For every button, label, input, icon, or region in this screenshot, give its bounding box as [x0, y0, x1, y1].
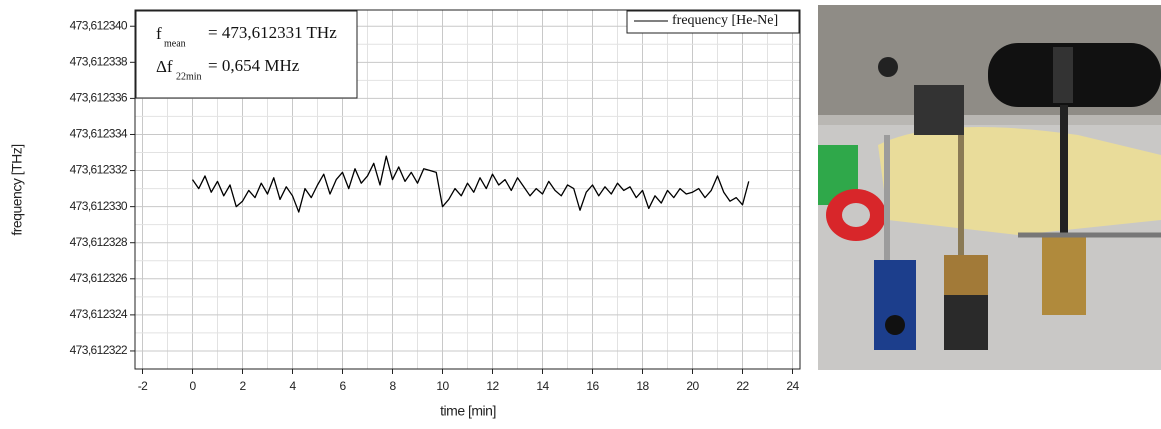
x-tick-label: 16 — [586, 379, 599, 393]
x-tick-label: 12 — [486, 379, 499, 393]
y-axis-label: frequency [THz] — [9, 144, 25, 235]
x-tick-label: 14 — [536, 379, 549, 393]
y-tick-label: 473,612328 — [70, 235, 128, 249]
legend-frame — [626, 10, 800, 34]
x-tick-label: 8 — [389, 379, 396, 393]
foam — [878, 127, 1161, 235]
tape-hole — [842, 203, 870, 227]
x-tick-label: 2 — [239, 379, 246, 393]
y-tick-label: 473,612334 — [70, 127, 128, 141]
x-tick-label: -2 — [138, 379, 148, 393]
rod — [958, 135, 964, 265]
x-tick-label: 22 — [736, 379, 749, 393]
ticks: -2 0 2 4 6 8 10 12 14 16 18 20 22 24473,612322473,612… — [70, 18, 801, 393]
y-tick-label: 473,612326 — [70, 271, 128, 285]
rod — [884, 135, 890, 265]
x-tick-label: 4 — [289, 379, 296, 393]
y-tick-label: 473,612336 — [70, 91, 128, 105]
laser-tube — [988, 43, 1161, 107]
knob — [885, 315, 905, 335]
annotation-symbol: Δf — [156, 57, 173, 76]
x-tick-label: 20 — [686, 379, 699, 393]
legend-label: frequency [He-Ne] — [672, 13, 778, 28]
data-line — [191, 155, 750, 213]
plot-frame — [134, 9, 801, 370]
annotation-subscript: 22min — [176, 71, 202, 82]
base-top — [944, 255, 988, 295]
annotation-subscript: mean — [164, 38, 186, 49]
x-axis-label: time [min] — [440, 403, 496, 419]
chart: -2 0 2 4 6 8 10 12 14 16 18 20 22 24473,612322473,612… — [9, 9, 801, 419]
laser-clamp — [1053, 47, 1073, 103]
magnetic-base — [874, 260, 916, 350]
marks — [191, 155, 750, 213]
annotation-text: = 0,654 MHz — [208, 56, 300, 75]
photo — [818, 5, 1161, 370]
x-tick-label: 10 — [436, 379, 449, 393]
x-tick-label: 6 — [339, 379, 346, 393]
x-tick-label: 0 — [189, 379, 196, 393]
mirror-mount — [914, 85, 964, 135]
x-tick-label: 24 — [786, 379, 799, 393]
annotation-frame — [135, 10, 358, 99]
x-tick-label: 18 — [636, 379, 649, 393]
optic — [878, 57, 898, 77]
post-holder — [1042, 235, 1086, 315]
annotation-box: f mean = 473,612331 THz Δf 22min = 0,654… — [135, 10, 358, 99]
y-tick-label: 473,612324 — [70, 307, 128, 321]
y-tick-label: 473,612332 — [70, 163, 128, 177]
y-tick-label: 473,612340 — [70, 18, 128, 32]
annotation-symbol: f — [156, 24, 162, 43]
y-tick-label: 473,612330 — [70, 199, 128, 213]
legend: frequency [He-Ne] — [626, 10, 800, 34]
y-tick-label: 473,612322 — [70, 343, 128, 357]
annotation-text: = 473,612331 THz — [208, 23, 337, 42]
laser-post — [1060, 105, 1068, 255]
y-tick-label: 473,612338 — [70, 54, 128, 68]
